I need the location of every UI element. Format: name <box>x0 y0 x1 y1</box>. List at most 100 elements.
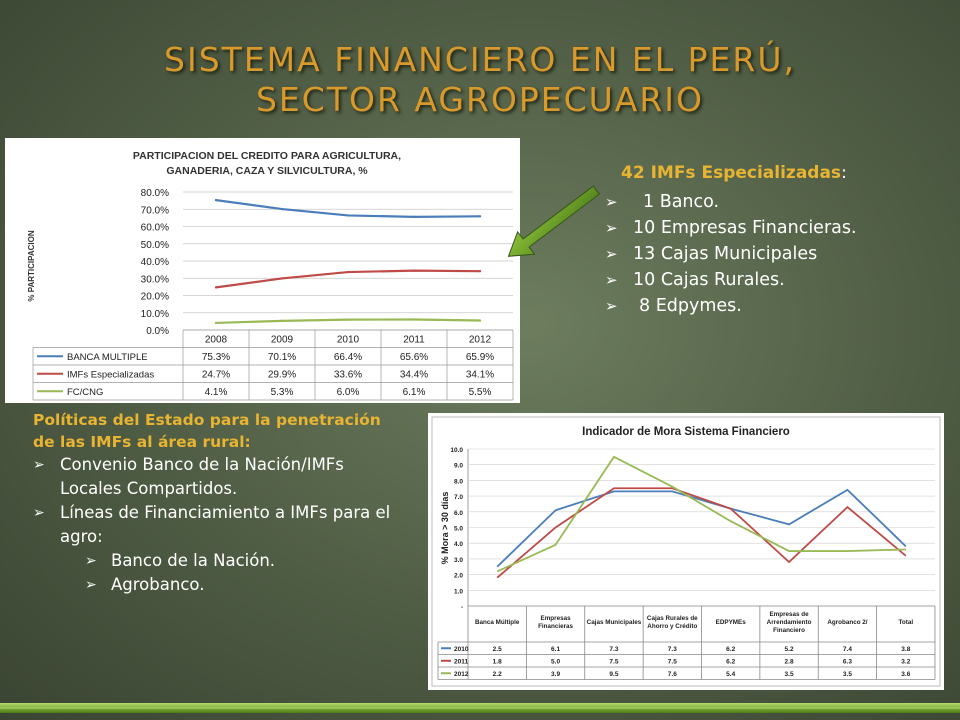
data-label: 2.5 <box>493 646 502 653</box>
x-tick-label: 2010 <box>337 335 360 346</box>
data-point <box>412 215 416 219</box>
list-item-text: Convenio Banco de la Nación/IMFs Locales… <box>60 455 344 498</box>
data-label: 34.4% <box>400 370 428 381</box>
data-point <box>280 319 284 323</box>
series-line <box>496 487 907 579</box>
data-point <box>214 286 218 289</box>
y-tick-label: 0.0% <box>146 326 169 337</box>
data-label: 1.8 <box>493 659 502 666</box>
title-line-1: SISTEMA FINANCIERO EN EL PERÚ, <box>164 40 796 79</box>
pointer-arrow-icon <box>507 185 601 257</box>
credit-participation-chart: PARTICIPACION DEL CREDITO PARA AGRICULTU… <box>5 138 520 403</box>
data-label: 7.5 <box>609 659 618 666</box>
y-tick-label: 10.0% <box>141 309 169 320</box>
data-point <box>346 214 350 217</box>
data-label: 3.2 <box>901 659 910 666</box>
series-line <box>496 455 906 573</box>
data-label: 5.0 <box>551 659 560 666</box>
data-point <box>346 318 350 321</box>
data-label: 3.8 <box>901 646 910 653</box>
data-label: 2.8 <box>785 659 794 666</box>
arrow-bullet-icon: ➢ <box>85 577 97 593</box>
imf-heading-colon: : <box>841 163 847 183</box>
x-tick-label: 2009 <box>271 335 294 346</box>
data-label: 34.1% <box>466 370 494 381</box>
list-item-text: 10 Cajas Rurales. <box>633 270 785 290</box>
data-label: 33.6% <box>334 370 362 381</box>
data-point <box>478 319 482 322</box>
y-tick-label: 80.0% <box>141 188 169 199</box>
y-tick-label: 50.0% <box>141 240 169 251</box>
list-item: ➢ 13 Cajas Municipales <box>605 241 945 267</box>
list-item: ➢ Líneas de Financiamiento a IMFs para el… <box>33 501 403 549</box>
data-label: 7.3 <box>609 646 618 653</box>
title-line-2: SECTOR AGROPECUARIO <box>255 80 705 119</box>
data-label: 9.5 <box>609 671 618 678</box>
arrow-bullet-icon: ➢ <box>33 457 45 473</box>
x-tick-label: 2011 <box>403 335 425 346</box>
list-item: ➢ Convenio Banco de la Nación/IMFs Locale… <box>33 453 403 501</box>
list-item: ➢ 10 Empresas Financieras. <box>605 215 945 241</box>
data-label: 6.2 <box>726 659 735 666</box>
arrow-bullet-icon: ➢ <box>605 245 618 263</box>
data-label: 65.6% <box>400 352 428 363</box>
data-label: 6.3 <box>843 659 852 666</box>
data-label: 5.3% <box>271 387 294 398</box>
y-tick-label: 3.0 <box>454 557 463 564</box>
data-label: 4.1% <box>205 387 228 398</box>
policies-heading: Políticas del Estado para la penetración… <box>33 411 381 451</box>
legend-label: BANCA MULTIPLE <box>67 352 148 363</box>
data-label: 3.5 <box>785 671 794 678</box>
data-label: 7.6 <box>668 671 677 678</box>
bottom-decor-bar <box>0 703 960 713</box>
arrow-bullet-icon: ➢ <box>605 271 618 289</box>
data-label: 6.1 <box>551 646 560 653</box>
data-label: 5.4 <box>726 671 735 678</box>
list-item: ➢ 8 Edpymes. <box>605 293 945 319</box>
x-tick-label: Empresas de Arrendamiento Financiero <box>767 611 812 634</box>
data-label: 3.5 <box>843 671 852 678</box>
y-axis-label: % PARTICIPACION <box>27 230 36 301</box>
data-label: 5.5% <box>469 387 492 398</box>
list-item-text: 13 Cajas Municipales <box>633 244 818 264</box>
arrow-bullet-icon: ➢ <box>33 505 45 521</box>
y-tick-label: 8.0 <box>454 478 463 485</box>
y-tick-label: 20.0% <box>141 292 169 303</box>
list-item-text: 8 Edpymes. <box>639 296 742 316</box>
chart-title: GANADERIA, CAZA Y SILVICULTURA, % <box>166 165 368 177</box>
legend-label: 2012 <box>454 671 469 678</box>
legend-label: 2011 <box>454 659 468 666</box>
arrow-bullet-icon: ➢ <box>605 193 618 211</box>
policies-box: Políticas del Estado para la penetración… <box>33 409 403 597</box>
data-label: 3.9 <box>551 671 560 678</box>
imf-summary-box: 42 IMFs Especializadas: ➢ 1 Banco. ➢ 10 Em… <box>605 163 945 319</box>
delinquency-svg: Indicador de Mora Sistema Financiero % Mo… <box>431 416 941 687</box>
y-tick-label: 1.0 <box>454 588 463 595</box>
data-label: 65.9% <box>466 352 494 363</box>
data-label: 6.0% <box>337 387 360 398</box>
legend-label: FC/CNG <box>67 387 103 398</box>
policies-list: ➢ Convenio Banco de la Nación/IMFs Locale… <box>33 453 403 597</box>
data-label: 2.2 <box>493 671 502 678</box>
y-tick-label: 9.0 <box>454 463 463 470</box>
x-tick-label: Banca Múltiple <box>475 619 520 626</box>
legend-label: 2010 <box>454 646 469 653</box>
y-tick-label: 70.0% <box>141 205 169 216</box>
series-line <box>496 488 907 568</box>
data-point <box>280 277 284 280</box>
data-label: 6.1% <box>403 387 426 398</box>
data-label: 5.2 <box>785 646 794 653</box>
data-label: 7.3 <box>668 646 677 653</box>
chart-title: PARTICIPACION DEL CREDITO PARA AGRICULTU… <box>133 150 401 162</box>
y-tick-label: 2.0 <box>454 573 463 580</box>
data-label: 7.4 <box>843 646 852 653</box>
data-label: 3.6 <box>901 671 910 678</box>
data-point <box>478 269 482 273</box>
data-point <box>478 215 482 218</box>
y-tick-label: 60.0% <box>141 223 169 234</box>
chart-title: Indicador de Mora Sistema Financiero <box>582 426 790 438</box>
y-tick-label: 30.0% <box>141 274 169 285</box>
list-item: ➢ 10 Cajas Rurales. <box>605 267 945 293</box>
x-tick-label: Agrobanco 2/ <box>827 619 867 626</box>
data-point <box>214 321 218 325</box>
